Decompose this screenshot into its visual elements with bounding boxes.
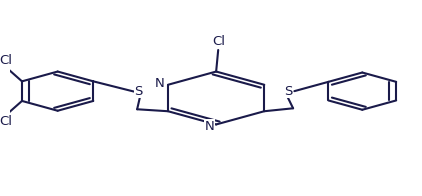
Text: S: S: [135, 85, 143, 98]
Text: N: N: [204, 120, 214, 132]
Text: Cl: Cl: [213, 35, 225, 48]
Text: S: S: [284, 85, 292, 98]
Text: N: N: [155, 77, 165, 90]
Text: Cl: Cl: [0, 54, 12, 67]
Text: Cl: Cl: [0, 115, 12, 128]
